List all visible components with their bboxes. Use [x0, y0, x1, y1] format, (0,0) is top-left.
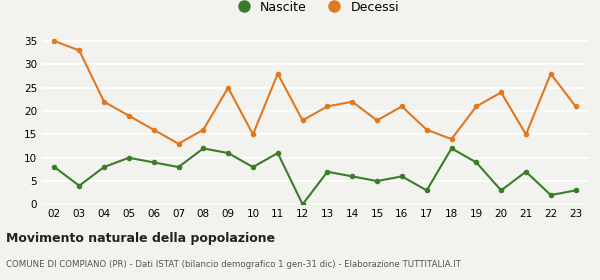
Legend: Nascite, Decessi: Nascite, Decessi — [226, 0, 404, 18]
Text: Movimento naturale della popolazione: Movimento naturale della popolazione — [6, 232, 275, 245]
Text: COMUNE DI COMPIANO (PR) - Dati ISTAT (bilancio demografico 1 gen-31 dic) - Elabo: COMUNE DI COMPIANO (PR) - Dati ISTAT (bi… — [6, 260, 461, 269]
